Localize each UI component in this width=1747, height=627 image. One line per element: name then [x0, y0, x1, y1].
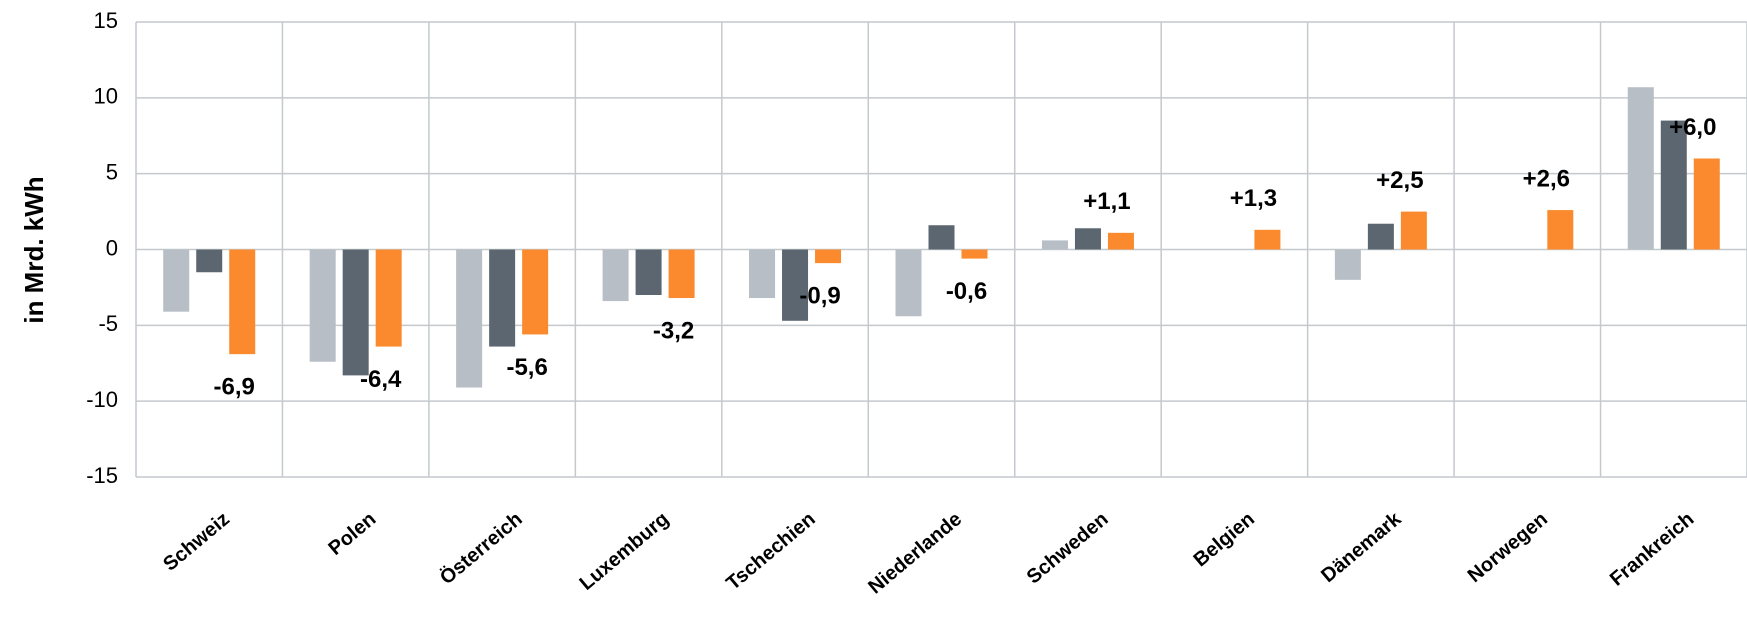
bar — [1660, 120, 1687, 250]
x-tick-label: Dänemark — [1317, 507, 1406, 587]
data-label: +6,0 — [1669, 114, 1716, 141]
data-label: +2,5 — [1376, 167, 1423, 194]
data-label: -6,4 — [360, 366, 402, 393]
x-tick-label: Österreich — [435, 507, 526, 589]
x-tick-label: Frankreich — [1606, 508, 1698, 591]
y-tick-label: 10 — [94, 84, 118, 109]
y-tick-label: 5 — [106, 159, 118, 184]
x-tick-label: Norwegen — [1464, 508, 1552, 587]
data-label: +1,1 — [1083, 188, 1130, 215]
bar — [749, 249, 776, 299]
bar — [602, 249, 629, 302]
bar — [1400, 211, 1427, 250]
bar — [342, 249, 369, 376]
bar — [928, 225, 955, 250]
data-label: -0,6 — [946, 278, 987, 305]
bar — [163, 249, 190, 312]
bar — [815, 249, 842, 264]
y-axis-label: in Mrd. kWh — [19, 176, 49, 323]
bar — [1107, 232, 1134, 250]
y-tick-label: 15 — [94, 8, 118, 33]
y-tick-label: 0 — [106, 235, 118, 260]
data-label: -3,2 — [653, 317, 694, 344]
bar — [782, 249, 809, 321]
bar — [1254, 229, 1281, 250]
data-label: -6,9 — [214, 373, 255, 400]
bar — [961, 249, 988, 259]
y-tick-label: -15 — [86, 463, 118, 488]
bar — [1074, 228, 1101, 250]
x-tick-label: Tschechien — [722, 508, 819, 595]
bar — [635, 249, 662, 295]
bar — [489, 249, 516, 347]
data-label: -0,9 — [799, 282, 840, 309]
y-tick-label: -10 — [86, 387, 118, 412]
x-tick-label: Luxemburg — [576, 508, 674, 595]
x-tick-label: Polen — [324, 508, 380, 560]
bar — [668, 249, 695, 299]
bar — [229, 249, 256, 355]
bar — [1547, 210, 1574, 250]
bar — [522, 249, 549, 335]
bar — [1627, 87, 1654, 250]
bar — [456, 249, 483, 388]
data-label: +2,6 — [1523, 165, 1570, 192]
bar — [895, 249, 922, 317]
x-tick-label: Niederlande — [864, 508, 966, 598]
bar — [375, 249, 402, 347]
bar — [1367, 223, 1394, 250]
bar — [1334, 249, 1361, 280]
bar — [196, 249, 223, 273]
data-label: +1,3 — [1230, 185, 1277, 212]
x-tick-label: Schweden — [1023, 508, 1113, 588]
data-label: -5,6 — [506, 354, 547, 381]
x-tick-label: Belgien — [1190, 508, 1259, 571]
bar — [1041, 240, 1068, 250]
y-tick-label: -5 — [98, 311, 118, 336]
bar — [1693, 158, 1720, 250]
bar — [309, 249, 336, 362]
x-tick-label: Schweiz — [159, 508, 234, 576]
